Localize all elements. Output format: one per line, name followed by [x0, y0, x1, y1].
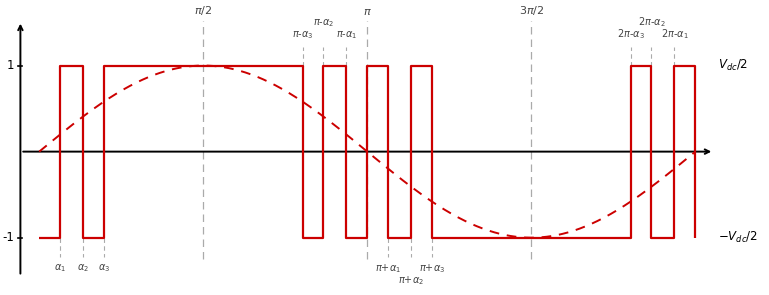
- Text: $\pi$+$\alpha_3$: $\pi$+$\alpha_3$: [419, 262, 445, 275]
- Text: $\alpha_1$: $\alpha_1$: [54, 262, 66, 273]
- Text: $2\pi$-$\alpha_2$: $2\pi$-$\alpha_2$: [638, 15, 665, 29]
- Text: -1: -1: [2, 231, 14, 244]
- Text: $\alpha_2$: $\alpha_2$: [77, 262, 89, 273]
- Text: $V_{dc}/2$: $V_{dc}/2$: [718, 58, 748, 73]
- Text: $\pi$-$\alpha_2$: $\pi$-$\alpha_2$: [313, 17, 334, 29]
- Text: 1: 1: [7, 59, 14, 72]
- Text: $\pi$-$\alpha_1$: $\pi$-$\alpha_1$: [335, 30, 357, 42]
- Text: $\pi$+$\alpha_2$: $\pi$+$\alpha_2$: [398, 275, 424, 288]
- Text: $\alpha_3$: $\alpha_3$: [98, 262, 110, 273]
- Text: $\pi$-$\alpha_3$: $\pi$-$\alpha_3$: [291, 30, 313, 42]
- Text: $\pi$: $\pi$: [363, 7, 371, 17]
- Text: $3\pi/2$: $3\pi/2$: [519, 4, 544, 17]
- Text: $\pi$+$\alpha_1$: $\pi$+$\alpha_1$: [375, 262, 401, 275]
- Text: $-V_{dc}/2$: $-V_{dc}/2$: [718, 230, 758, 245]
- Text: $2\pi$-$\alpha_1$: $2\pi$-$\alpha_1$: [661, 28, 688, 42]
- Text: $2\pi$-$\alpha_3$: $2\pi$-$\alpha_3$: [617, 28, 644, 42]
- Text: $\pi/2$: $\pi/2$: [195, 4, 212, 17]
